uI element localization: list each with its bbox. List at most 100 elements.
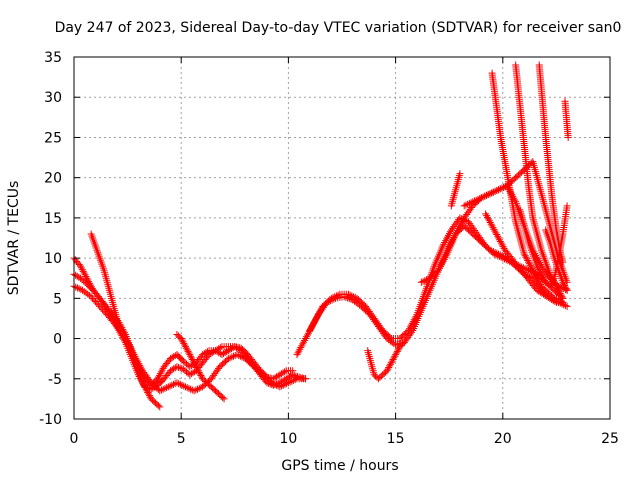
data-point xyxy=(525,258,533,266)
x-tick-label: 10 xyxy=(279,431,297,447)
data-point xyxy=(443,235,451,243)
data-point xyxy=(300,338,308,346)
data-point xyxy=(459,216,467,224)
data-point xyxy=(488,247,496,255)
data-point xyxy=(192,386,200,394)
data-point xyxy=(342,293,350,301)
data-point xyxy=(440,255,448,263)
data-point xyxy=(186,351,194,359)
data-point xyxy=(534,264,542,272)
data-point xyxy=(386,360,394,368)
data-point xyxy=(144,388,152,396)
data-point xyxy=(437,261,445,269)
x-tick-label: 20 xyxy=(494,431,512,447)
data-point xyxy=(421,277,429,285)
data-point xyxy=(176,364,184,372)
data-point xyxy=(558,300,566,308)
data-point xyxy=(216,344,224,352)
data-point xyxy=(555,286,563,294)
data-point xyxy=(278,382,286,390)
plot-frame xyxy=(73,56,611,420)
data-point xyxy=(188,355,196,363)
data-point xyxy=(123,338,131,346)
data-point xyxy=(139,379,147,387)
data-point xyxy=(531,271,539,279)
data-point xyxy=(169,380,177,388)
data-point xyxy=(533,274,541,282)
data-point xyxy=(563,286,571,294)
data-point xyxy=(85,291,93,299)
data-point xyxy=(400,339,408,347)
data-point xyxy=(145,392,153,400)
data-point xyxy=(90,296,98,304)
data-point xyxy=(554,285,562,293)
data-point xyxy=(302,375,310,383)
data-point xyxy=(422,276,430,284)
data-point xyxy=(157,386,165,394)
data-point xyxy=(562,285,570,293)
data-point xyxy=(500,253,508,261)
data-point xyxy=(536,279,544,287)
data-point xyxy=(549,276,557,284)
data-point xyxy=(303,331,311,339)
data-point xyxy=(325,298,333,306)
data-point xyxy=(96,302,104,310)
data-point xyxy=(440,240,448,248)
data-point xyxy=(197,372,205,380)
data-point xyxy=(89,294,97,302)
data-point xyxy=(454,226,462,234)
data-point xyxy=(122,336,130,344)
data-point xyxy=(101,309,109,317)
data-point xyxy=(323,298,331,306)
data-point xyxy=(310,319,318,327)
data-point xyxy=(439,257,447,265)
data-point xyxy=(390,354,398,362)
data-point xyxy=(187,354,195,362)
data-point xyxy=(185,384,193,392)
x-tick-label: 0 xyxy=(70,431,79,447)
y-tick-label: 20 xyxy=(44,171,62,187)
data-point xyxy=(394,346,402,354)
data-point xyxy=(458,217,466,225)
data-point xyxy=(524,257,532,265)
data-point xyxy=(289,367,297,375)
data-point xyxy=(313,312,321,320)
data-point xyxy=(184,347,192,355)
series-trace-1 xyxy=(70,270,310,393)
series-trace-15 xyxy=(561,97,572,141)
data-point xyxy=(291,376,299,384)
data-point xyxy=(344,294,352,302)
data-point xyxy=(326,297,334,305)
data-point xyxy=(530,268,538,276)
data-point xyxy=(387,359,395,367)
data-point xyxy=(493,187,501,195)
series-trace-17 xyxy=(516,202,571,290)
data-point xyxy=(525,260,533,268)
data-point xyxy=(464,200,472,208)
data-point xyxy=(452,230,460,238)
data-point xyxy=(548,279,556,287)
data-point xyxy=(462,201,470,209)
data-point xyxy=(306,327,314,335)
data-point xyxy=(293,351,301,359)
data-point xyxy=(389,355,397,363)
data-point xyxy=(535,277,543,285)
data-point xyxy=(388,357,396,365)
data-point xyxy=(313,314,321,322)
data-point xyxy=(179,338,187,346)
data-point xyxy=(392,349,400,357)
data-point xyxy=(559,278,567,286)
data-point xyxy=(125,341,133,349)
series-trace-8 xyxy=(364,339,408,383)
data-point xyxy=(119,330,127,338)
data-point xyxy=(474,195,482,203)
data-point xyxy=(345,295,353,303)
data-point xyxy=(484,191,492,199)
data-point xyxy=(180,382,188,390)
data-point xyxy=(439,242,447,250)
data-point xyxy=(330,295,338,303)
data-point xyxy=(547,281,555,289)
data-point xyxy=(178,336,186,344)
data-point xyxy=(417,278,425,286)
